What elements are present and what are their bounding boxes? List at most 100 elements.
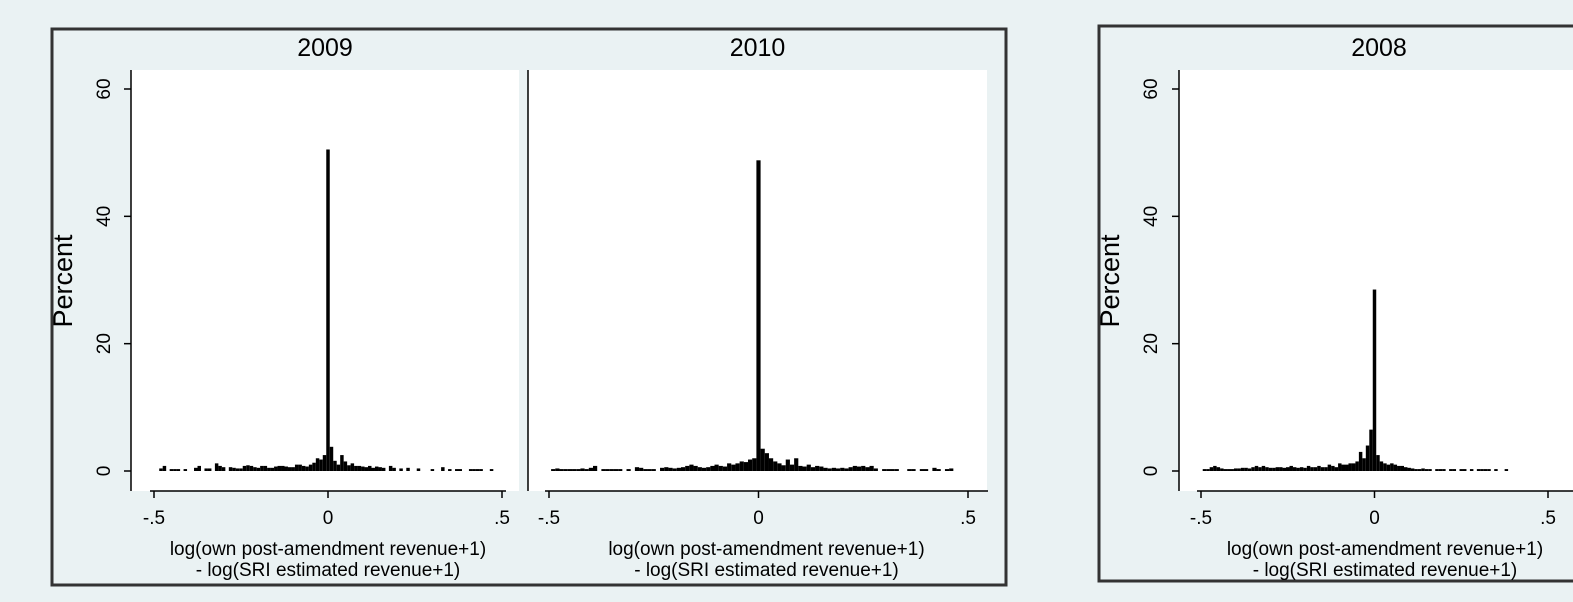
histogram-bar [242,465,247,471]
histogram-bar [1452,469,1457,471]
histogram-bar [865,467,870,471]
histogram-bar [221,467,226,471]
y-tick-label: 60 [1141,78,1162,99]
histogram-bar [1275,467,1280,471]
histogram-bar [605,469,610,471]
histogram-bar [1351,463,1356,471]
plot-area [131,70,519,491]
histogram-bar [748,459,753,471]
histogram-bar [1327,464,1332,471]
y-tick-label: 40 [94,206,115,227]
histogram-bar [609,469,614,471]
histogram-bar [668,467,673,471]
histogram-bar [882,469,887,471]
panel-2008: 2008 0 20 40 60 -.5 0 .5 log(own post-amendment … [1141,34,1573,581]
histogram-bar [572,469,577,471]
histogram-bar [718,465,723,471]
histogram-bar [1358,451,1363,471]
histogram-bar [576,469,581,471]
histogram-bar [739,461,744,471]
histogram-bar [567,469,573,471]
histogram-bar [580,468,585,471]
histogram-bar [232,467,236,471]
histogram-bar [1390,463,1394,471]
histogram-bar [368,465,372,471]
histogram-bar [894,469,899,471]
histogram-bar [890,469,895,471]
histogram-bar [1365,445,1370,471]
histogram-bar [1442,469,1446,471]
histogram-bar [1268,467,1273,471]
histogram-bar [1487,469,1491,471]
histogram-bar [291,467,295,471]
histogram-bar [752,458,757,471]
histogram-bar [1230,469,1234,471]
histogram-bar [284,466,288,471]
histogram-bar [919,469,925,471]
histogram-bar [840,467,845,471]
histogram-bar [1403,467,1408,471]
histogram-bar [1393,464,1398,471]
histogram-bar [1223,469,1228,471]
histogram-bar [714,464,719,471]
histogram-bar [1483,469,1488,471]
histogram-bar [710,465,715,471]
histogram-bar [322,455,327,471]
histogram-bar [333,460,337,471]
histogram-bar [647,469,652,471]
histogram-bar [727,463,732,471]
histogram-bar [1227,469,1231,471]
histogram-bar [944,469,950,471]
histogram-bar [204,468,208,471]
histogram-bar [162,465,167,471]
histogram-bar [802,466,807,471]
x-axis-label-line2: - log(SRI estimated revenue+1) [196,560,461,581]
histogram-bar [1292,467,1297,471]
histogram-bar [1334,467,1339,471]
histogram-bar [329,446,334,471]
histogram-bar [173,469,177,471]
histogram-bar [827,468,832,471]
histogram-bar [479,469,483,471]
y-tick-label: 40 [1141,206,1162,227]
histogram-bar [907,469,912,471]
histogram-bar [475,469,480,471]
histogram-bar [1476,469,1481,471]
histogram-bar [932,467,937,471]
histogram-bar [1372,289,1377,471]
x-tick-label: .5 [960,508,976,529]
y-axis-label: Percent [1095,234,1125,328]
histogram-bar [1282,467,1287,471]
histogram-bar [468,469,473,471]
histogram-bar [856,466,862,471]
histogram-bar [1286,467,1290,471]
histogram-bar [308,464,313,471]
histogram-bar [743,462,749,471]
histogram-bar [676,467,681,471]
histogram-bar [1299,467,1304,471]
x-axis-label-line1: log(own post-amendment revenue+1) [170,539,486,560]
histogram-bar [169,469,174,471]
histogram-bar [823,467,828,471]
histogram-bar [399,468,403,471]
histogram-bar [1397,465,1401,471]
histogram-bar [789,464,795,471]
histogram-bar [1209,467,1214,471]
histogram-bar [764,453,769,471]
histogram-bar [810,467,816,471]
histogram-bar [873,468,878,471]
histogram-bar [551,469,556,471]
histogram-bar [555,468,560,471]
histogram-bar [613,469,619,471]
histogram-bar [1417,469,1422,471]
histogram-bar [364,467,369,471]
histogram-bar [639,467,644,471]
histogram-bar [294,464,299,471]
y-tick-label: 0 [1141,466,1162,477]
histogram-bar [235,468,240,471]
histogram-bars [159,149,494,472]
histogram-bar [1424,469,1429,471]
histogram-bar [374,466,379,471]
figure-right: Percent 2008 0 20 40 60 -.5 0 .5 log(own post-ame… [1095,24,1573,583]
